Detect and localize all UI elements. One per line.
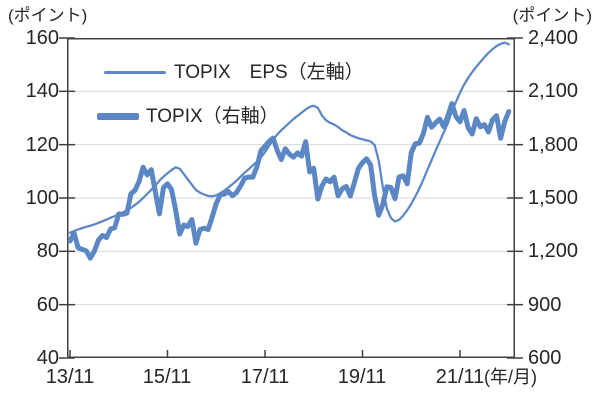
left-tick-60: 60 — [36, 294, 59, 316]
right-tick-1800: 1,800 — [528, 134, 579, 156]
left-tick-120: 120 — [25, 134, 59, 156]
right-tick-2100: 2,100 — [528, 80, 579, 102]
right-tick-900: 900 — [528, 294, 562, 316]
x-tick-21-11: 21/11 — [435, 366, 485, 388]
left-tick-100: 100 — [25, 187, 59, 209]
right-axis-unit-label: (ポイント) — [512, 6, 592, 25]
x-tick-15-11: 15/11 — [142, 366, 192, 388]
right-tick-1200: 1,200 — [528, 240, 579, 262]
legend-label-topix: TOPIX（右軸） — [146, 106, 279, 127]
left-tick-40: 40 — [36, 347, 59, 369]
plot-area — [59, 37, 523, 359]
left-tick-160: 160 — [25, 27, 59, 49]
right-tick-600: 600 — [528, 347, 562, 369]
x-axis-unit-label: (年/月) — [484, 367, 537, 387]
legend-label-topix-eps: TOPIX EPS（左軸） — [174, 62, 364, 83]
right-tick-2400: 2,400 — [528, 27, 579, 49]
x-tick-13-11: 13/11 — [45, 366, 95, 388]
x-tick-17-11: 17/11 — [240, 366, 290, 388]
legend-line-sample-topix — [97, 113, 139, 120]
left-tick-140: 140 — [25, 80, 59, 102]
right-tick-1500: 1,500 — [528, 187, 579, 209]
left-axis-unit-label: (ポイント) — [8, 6, 88, 25]
legend-line-sample-eps — [104, 71, 166, 74]
x-tick-19-11: 19/11 — [337, 366, 387, 388]
left-tick-80: 80 — [36, 240, 59, 262]
